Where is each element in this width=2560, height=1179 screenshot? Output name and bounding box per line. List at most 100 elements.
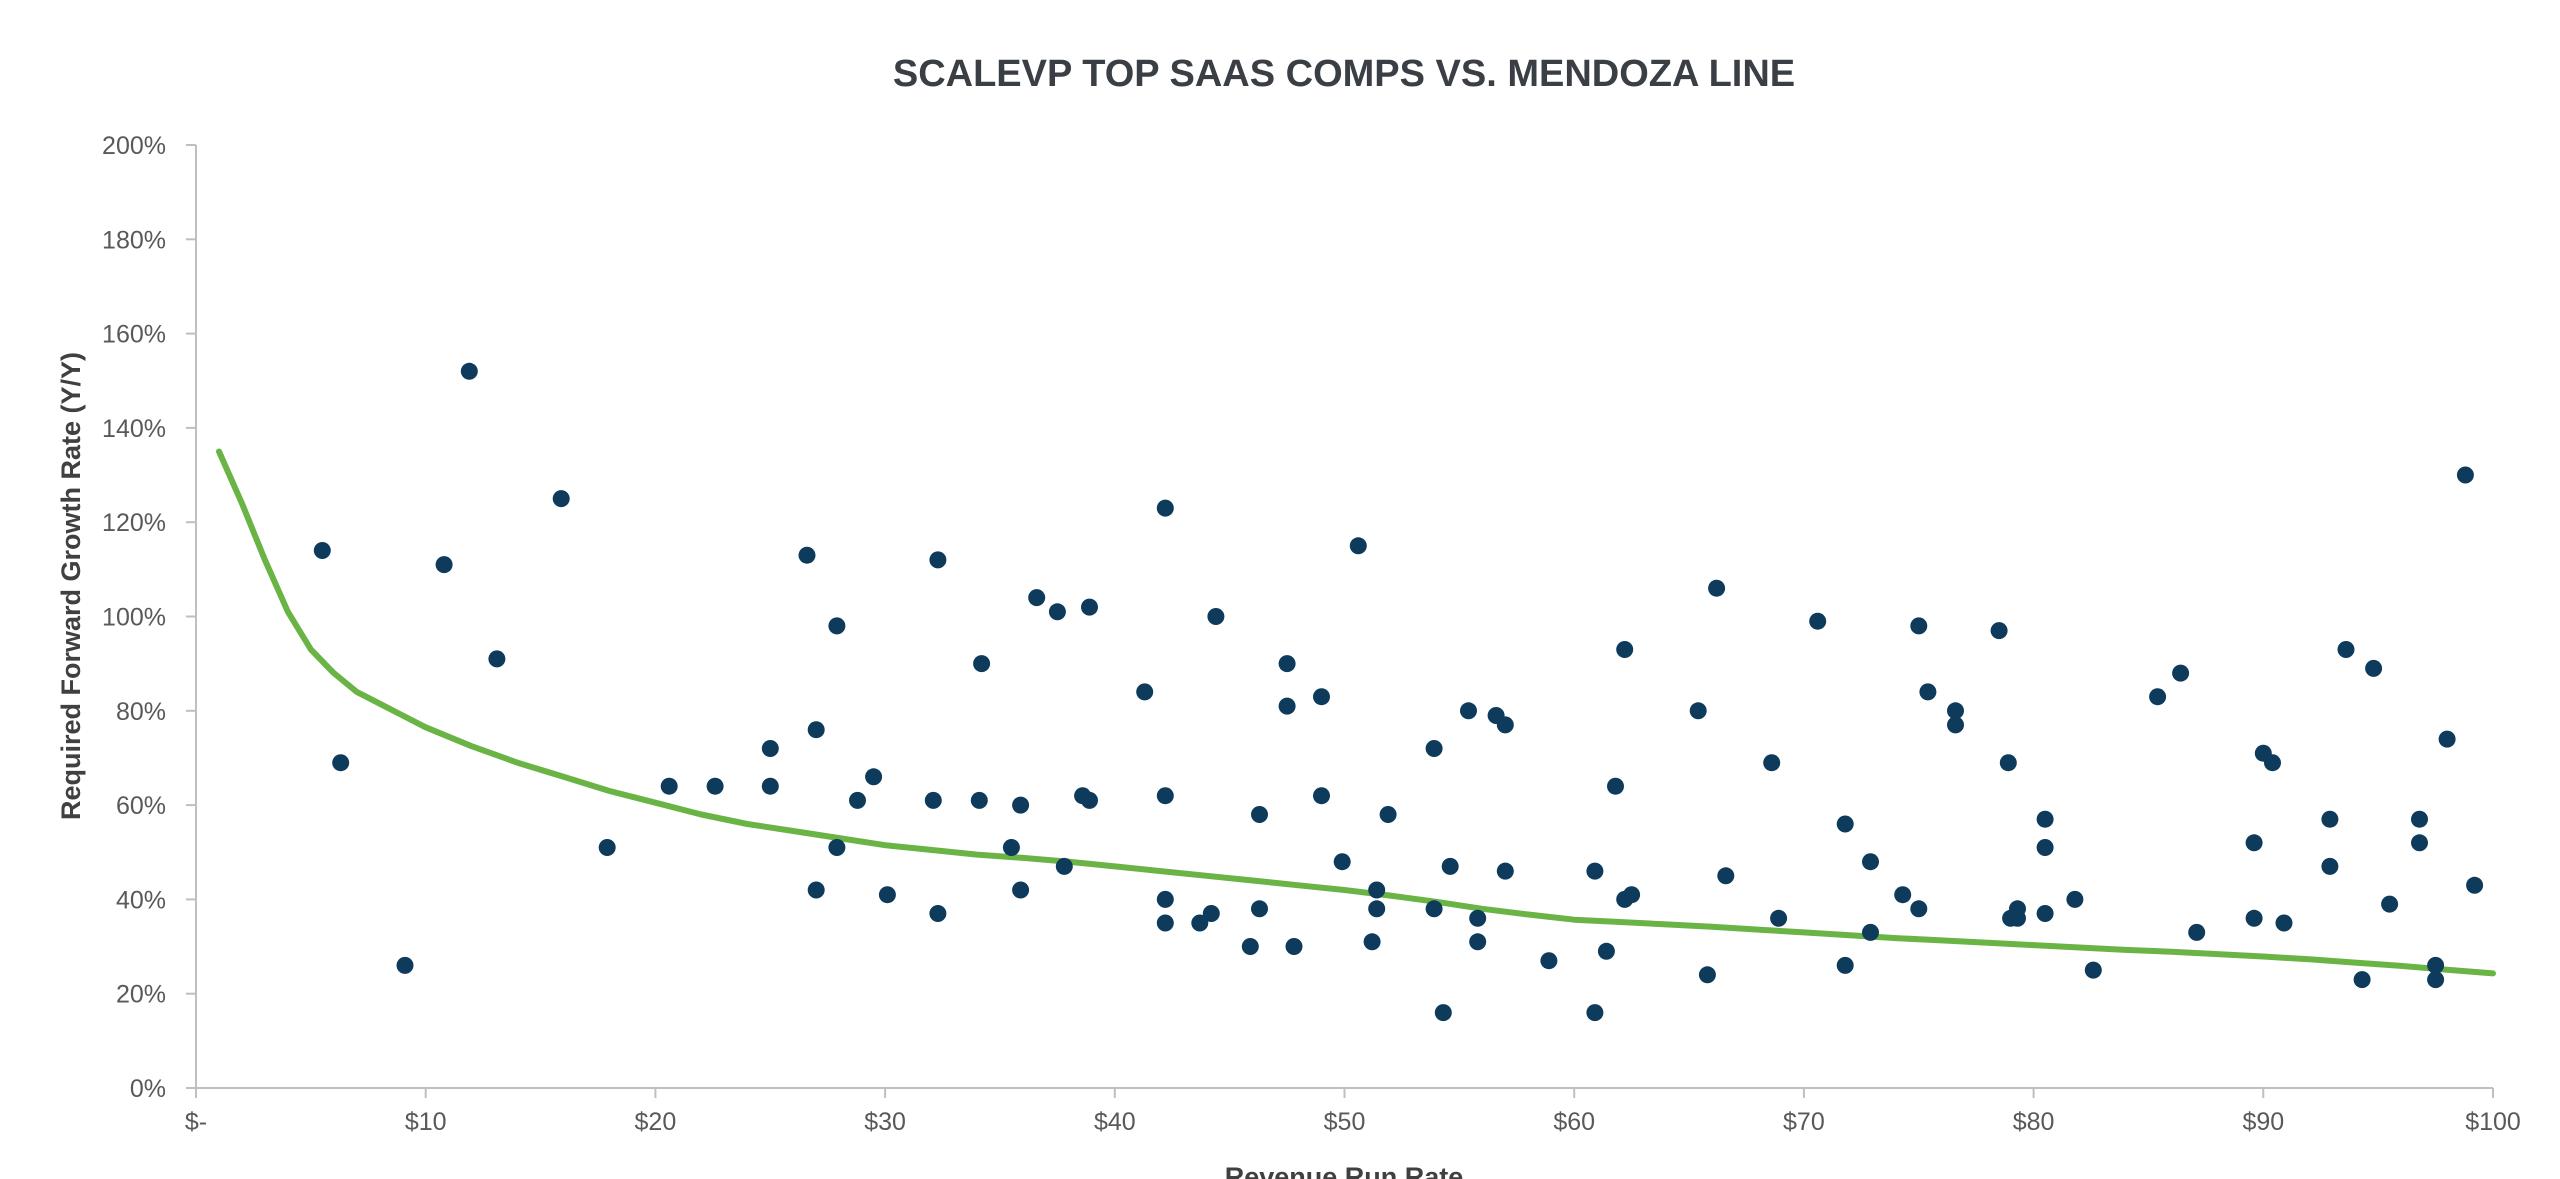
data-point [828,617,846,635]
data-point [1836,956,1854,974]
data-point [2172,664,2190,682]
data-point [313,542,331,559]
data-point [1136,683,1154,701]
data-point [1333,853,1351,871]
data-point [706,777,724,795]
data-point [1425,900,1443,918]
data-point [1496,862,1514,880]
data-point [2353,971,2371,989]
x-tick-label: $50 [1324,1108,1366,1136]
data-point [1862,923,1879,941]
data-point [435,556,453,574]
data-point [1894,886,1912,904]
data-point [849,791,866,809]
data-point [2337,641,2355,658]
data-point [1496,716,1514,734]
data-point [929,905,947,922]
data-point [973,655,991,673]
data-point [1207,608,1225,625]
y-tick-label: 160% [102,321,166,349]
data-point [1368,900,1386,918]
mendoza-line-layer [216,448,2496,977]
y-tick-label: 40% [116,886,166,914]
data-point [798,546,816,564]
data-point [2427,971,2445,989]
x-tick-label: $90 [2242,1108,2284,1136]
data-point [1597,942,1615,960]
data-point [761,740,779,757]
data-point [2264,754,2281,772]
data-point [1368,881,1386,899]
y-tick-label: 0% [130,1075,166,1103]
data-point [1919,683,1937,701]
data-point [1313,787,1330,805]
y-axis-label: Required Forward Growth Rate (Y/Y) [56,352,86,820]
data-point [660,777,678,795]
data-point [2149,688,2167,706]
data-point [2411,810,2428,828]
data-point [2427,956,2445,974]
data-point [1698,966,1716,984]
data-point [1623,886,1641,904]
data-point [1947,702,1964,720]
scatter-points-layer [313,362,2484,1022]
y-tick-label: 60% [116,792,166,820]
data-point [761,777,779,795]
data-point [2066,890,2084,908]
data-point [1708,579,1726,597]
data-point [2321,857,2339,875]
y-tick-label: 100% [102,604,166,632]
data-point [2084,961,2102,979]
data-point [1862,853,1879,871]
data-point [1586,1004,1604,1022]
data-point [332,754,350,772]
data-point [865,768,883,786]
data-point [1689,702,1707,720]
data-point [2438,730,2456,748]
x-tick-label: $70 [1783,1108,1825,1136]
data-point [1434,1004,1452,1022]
data-point [1202,905,1220,922]
chart-title: SCALEVP TOP SAAS COMPS VS. MENDOZA LINE [893,53,1795,95]
data-point [1770,909,1788,927]
data-point [1607,777,1624,795]
data-point [1363,933,1381,951]
data-point [1012,881,1030,899]
x-tick-label: $60 [1553,1108,1595,1136]
data-point [1349,537,1367,555]
data-point [2036,839,2054,856]
x-tick-label: $10 [405,1108,447,1136]
data-point [807,881,825,899]
data-point [970,791,988,809]
mendoza-line [216,448,2496,977]
data-point [2036,905,2054,922]
data-point [2009,909,2026,927]
data-point [396,956,414,974]
data-point [1048,603,1066,621]
data-point [460,362,478,380]
data-point [2275,914,2293,932]
axes-layer: 0% 20% 40% 60% 80% 100% 120% 140% 160% 180% 200% $-… [102,132,2521,1136]
data-point [828,839,846,856]
data-point [1285,938,1303,955]
data-point [2321,810,2339,828]
data-point [1156,787,1174,805]
data-point [1278,655,1296,673]
data-point [1156,499,1174,517]
y-tick-label: 180% [102,226,166,254]
data-point [2466,876,2484,894]
data-point [1910,617,1928,635]
data-point [488,650,506,668]
data-point [1836,815,1854,833]
data-point [1278,697,1296,715]
data-point [878,886,896,904]
data-point [2411,834,2428,852]
x-tick-label: $80 [2013,1108,2055,1136]
data-point [1425,740,1443,757]
data-point [1809,612,1827,630]
x-tick-label: $30 [864,1108,906,1136]
data-point [1586,862,1604,880]
data-point [2245,909,2263,927]
data-point [1469,933,1487,951]
